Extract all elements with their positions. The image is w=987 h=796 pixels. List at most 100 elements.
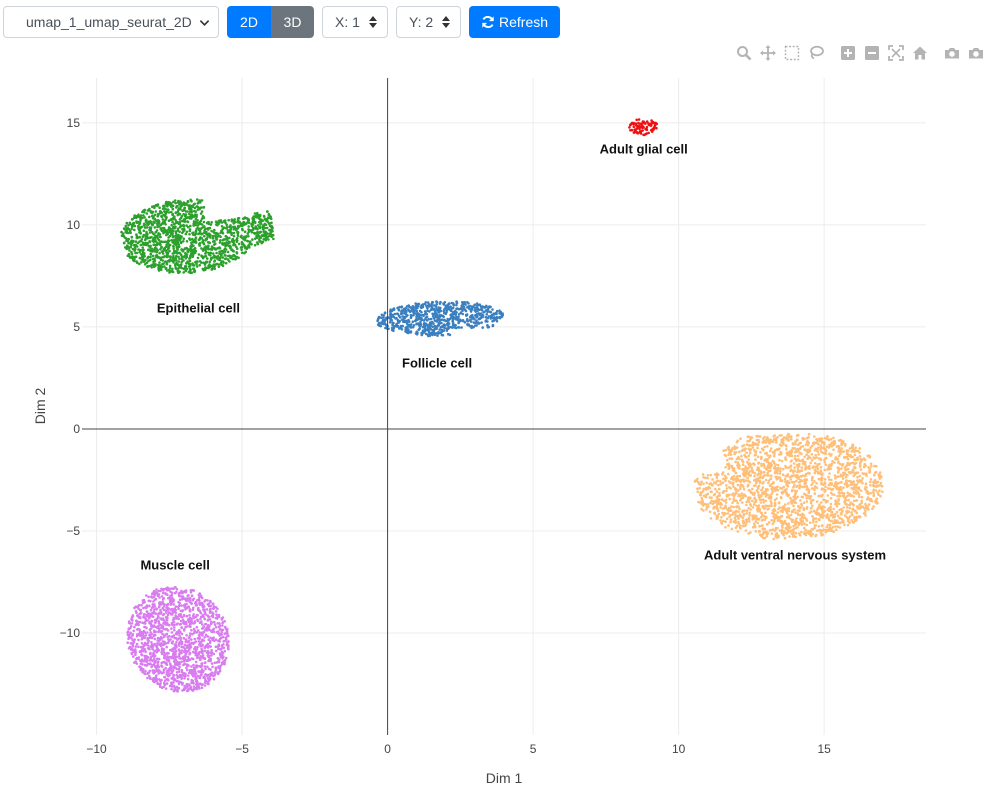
data-point (477, 317, 481, 321)
data-point (858, 451, 861, 454)
data-point (709, 501, 712, 505)
reset-axes-icon[interactable] (912, 45, 928, 61)
data-point (801, 438, 805, 441)
data-point (823, 478, 827, 481)
data-point (156, 256, 159, 259)
data-point (255, 227, 258, 230)
box-select-icon[interactable] (784, 45, 800, 61)
data-point (820, 524, 824, 527)
data-point (802, 506, 805, 510)
data-point (438, 302, 442, 305)
data-point (748, 439, 751, 443)
data-point (120, 234, 124, 237)
data-point (810, 487, 814, 490)
data-point (736, 501, 739, 505)
data-point (804, 472, 808, 476)
y-dimension-spinner[interactable]: Y: 2 (396, 6, 461, 38)
data-point (803, 448, 806, 451)
data-point (427, 326, 430, 330)
refresh-button[interactable]: Refresh (469, 6, 560, 38)
data-point (164, 218, 168, 221)
data-point (858, 516, 861, 519)
data-point (839, 462, 842, 466)
data-point (751, 506, 755, 509)
data-point (872, 505, 875, 508)
camera-icon[interactable] (968, 45, 984, 61)
data-point (206, 227, 210, 230)
data-point (711, 478, 714, 481)
data-point (773, 498, 777, 502)
data-point (447, 302, 451, 306)
x-dimension-spinner[interactable]: X: 1 (322, 6, 388, 38)
data-point (153, 649, 156, 653)
data-point (708, 496, 712, 499)
pan-icon[interactable] (760, 45, 776, 61)
data-point (803, 482, 807, 486)
data-point (793, 483, 796, 487)
data-point (230, 248, 233, 252)
data-point (735, 506, 738, 509)
data-point (175, 246, 179, 250)
data-point (209, 251, 212, 255)
lasso-icon[interactable] (808, 45, 824, 61)
data-point (221, 232, 225, 235)
data-point (473, 303, 477, 307)
autoscale-icon[interactable] (888, 45, 904, 61)
data-point (652, 120, 655, 124)
data-point (872, 480, 875, 484)
data-point (738, 494, 741, 498)
data-point (776, 511, 779, 514)
data-point (396, 318, 400, 322)
sort-arrows-icon (369, 16, 377, 28)
data-point (131, 645, 135, 648)
view-3d-button[interactable]: 3D (271, 6, 314, 38)
zoom-in-icon[interactable] (840, 45, 856, 61)
data-point (157, 238, 161, 242)
data-point (732, 474, 736, 478)
data-point (773, 501, 777, 505)
data-point (785, 482, 788, 486)
data-point (155, 235, 158, 239)
data-point (763, 435, 766, 439)
data-point (160, 629, 164, 633)
data-point (196, 260, 199, 263)
data-point (252, 231, 256, 235)
data-point (149, 228, 153, 232)
data-point (192, 685, 196, 688)
data-point (214, 263, 217, 266)
data-point (253, 243, 257, 247)
data-point (853, 519, 857, 523)
zoom-out-icon[interactable] (864, 45, 880, 61)
data-point (449, 313, 453, 317)
data-point (827, 475, 830, 479)
data-point (705, 508, 708, 511)
data-point (213, 259, 217, 262)
data-point (460, 307, 463, 311)
data-point (748, 470, 752, 473)
data-point (851, 468, 855, 472)
data-point (819, 478, 823, 482)
data-point (143, 625, 147, 629)
embedding-select[interactable]: umap_1_umap_seurat_2D (3, 6, 219, 38)
data-point (766, 504, 769, 508)
data-point (156, 225, 159, 228)
data-point (466, 323, 470, 327)
data-point (791, 518, 795, 522)
data-point (215, 251, 218, 255)
data-point (143, 647, 146, 651)
view-2d-button[interactable]: 2D (227, 6, 271, 38)
data-point (191, 237, 194, 241)
data-point (734, 446, 737, 450)
data-point (824, 488, 827, 492)
data-point (174, 649, 178, 653)
zoom-icon[interactable] (736, 45, 752, 61)
data-point (162, 220, 165, 224)
data-point (716, 516, 719, 520)
camera-icon[interactable] (944, 45, 960, 61)
data-point (446, 317, 450, 321)
data-point (799, 475, 802, 478)
top-toolbar: umap_1_umap_seurat_2D 2D 3D X: 1 Y: 2 Re… (0, 0, 987, 44)
data-point (802, 501, 806, 505)
data-point (876, 491, 879, 495)
